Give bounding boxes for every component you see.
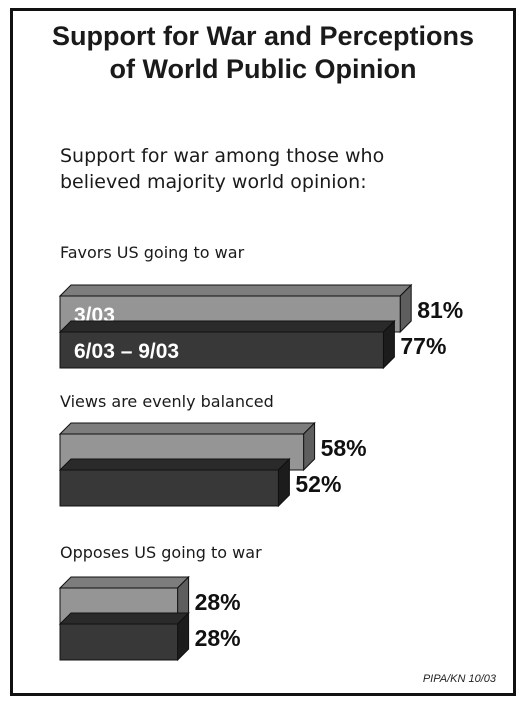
bar-opposes-us-going-to-war-6-03-9-03-top [58, 612, 190, 625]
category-label-favors-us-going-to-war: Favors US going to war [60, 243, 245, 262]
bar-favors-us-going-to-war-6-03-9-03 [59, 331, 384, 369]
title-line-1: Support for War and Perceptions [51, 21, 475, 51]
source-note: PIPA/KN 10/03 [422, 673, 496, 685]
bar-views-are-evenly-balanced-6-03-9-03-top [58, 458, 291, 471]
value-label-favors-us-going-to-war-3-03: 81% [417, 297, 463, 323]
chart-title: Support for War and Perceptions of World… [0, 20, 526, 86]
series-label-6-03-9-03: 6/03 – 9/03 [74, 340, 179, 363]
value-label-favors-us-going-to-war-6-03-9-03: 77% [400, 333, 446, 359]
value-label-views-are-evenly-balanced-3-03: 58% [321, 435, 367, 461]
value-label-opposes-us-going-to-war-3-03: 28% [195, 589, 241, 615]
bar-favors-us-going-to-war-6-03-9-03-top [58, 320, 396, 333]
value-label-views-are-evenly-balanced-6-03-9-03: 52% [295, 471, 341, 497]
category-label-opposes-us-going-to-war: Opposes US going to war [60, 543, 262, 562]
category-label-views-are-evenly-balanced: Views are evenly balanced [60, 392, 274, 411]
subtitle-line-2: believed majority world opinion: [60, 171, 367, 193]
bar-views-are-evenly-balanced-3-03-top [58, 422, 316, 435]
title-line-2: of World Public Opinion [109, 54, 417, 84]
bar-opposes-us-going-to-war-3-03-top [58, 576, 190, 589]
bar-favors-us-going-to-war-3-03-top [58, 284, 413, 297]
bar-opposes-us-going-to-war-6-03-9-03 [59, 623, 179, 661]
chart-subtitle: Support for war among those who believed… [60, 143, 480, 195]
value-label-opposes-us-going-to-war-6-03-9-03: 28% [195, 625, 241, 651]
bar-views-are-evenly-balanced-6-03-9-03 [59, 469, 279, 507]
subtitle-line-1: Support for war among those who [60, 145, 385, 167]
